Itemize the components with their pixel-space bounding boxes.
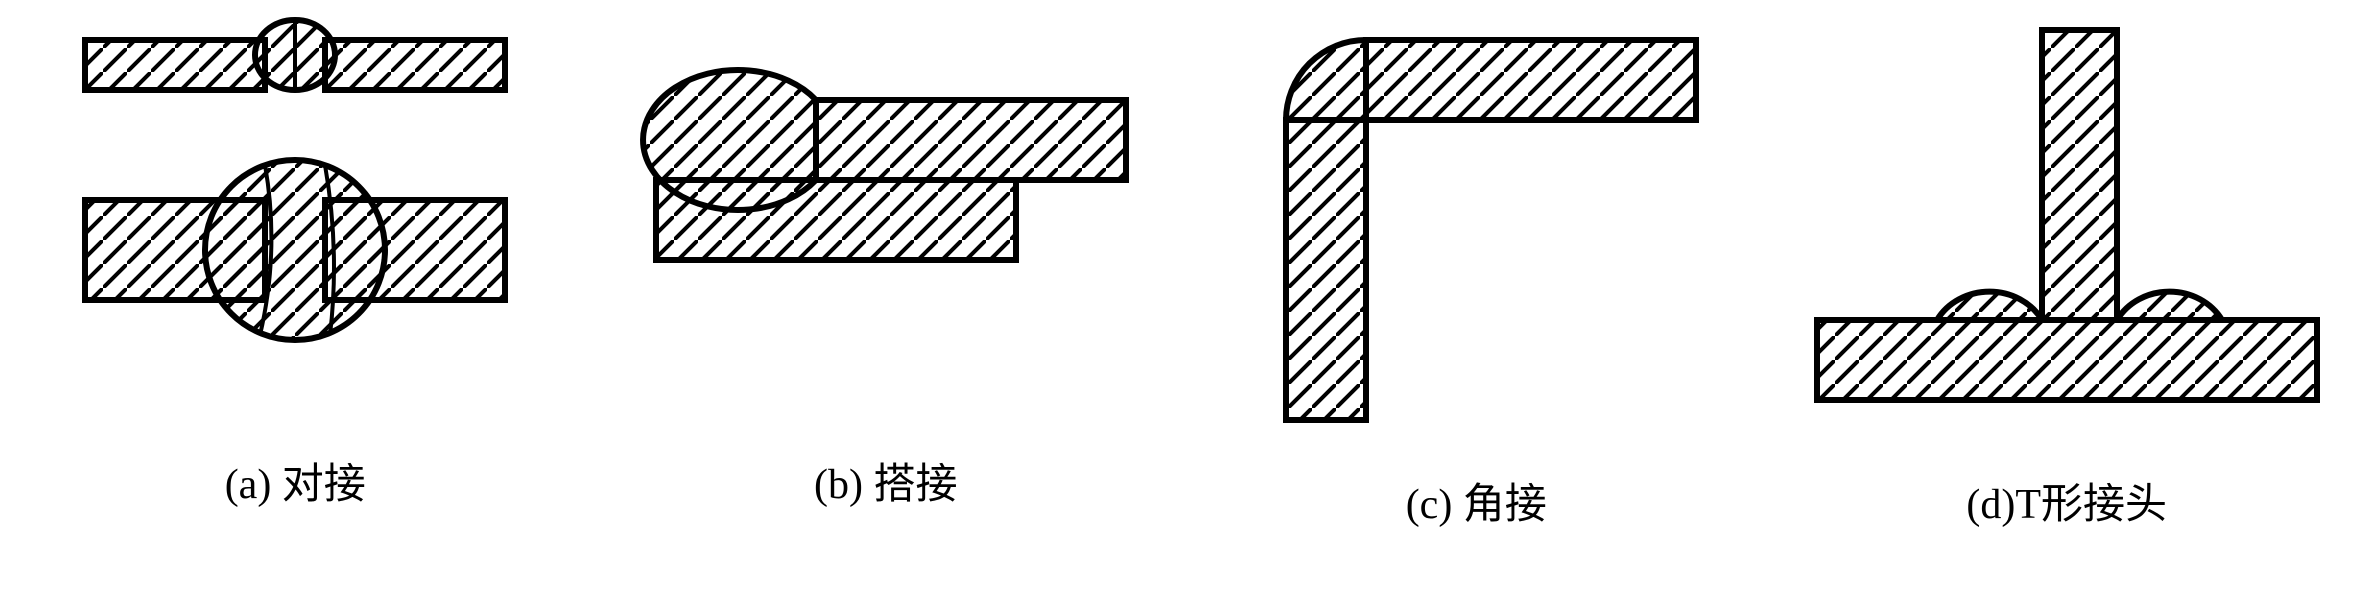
panel-lap-joint: (b) 搭接 bbox=[606, 0, 1166, 614]
caption-c: (c) 角接 bbox=[1406, 470, 1547, 531]
butt-joint-svg bbox=[55, 0, 535, 420]
weld-joints-figure: (a) 对接 (b) 搭接 bbox=[0, 0, 2362, 614]
caption-d: (d)T形接头 bbox=[1966, 470, 2167, 531]
corner-joint-svg bbox=[1216, 0, 1736, 440]
lap-joint-svg bbox=[626, 0, 1146, 420]
panel-tee-joint: (d)T形接头 bbox=[1787, 0, 2347, 614]
panel-butt-joint: (a) 对接 bbox=[15, 0, 575, 614]
caption-a: (a) 对接 bbox=[225, 450, 366, 511]
tee-joint-svg bbox=[1787, 0, 2347, 440]
panel-corner-joint: (c) 角接 bbox=[1196, 0, 1756, 614]
caption-b: (b) 搭接 bbox=[814, 450, 957, 511]
